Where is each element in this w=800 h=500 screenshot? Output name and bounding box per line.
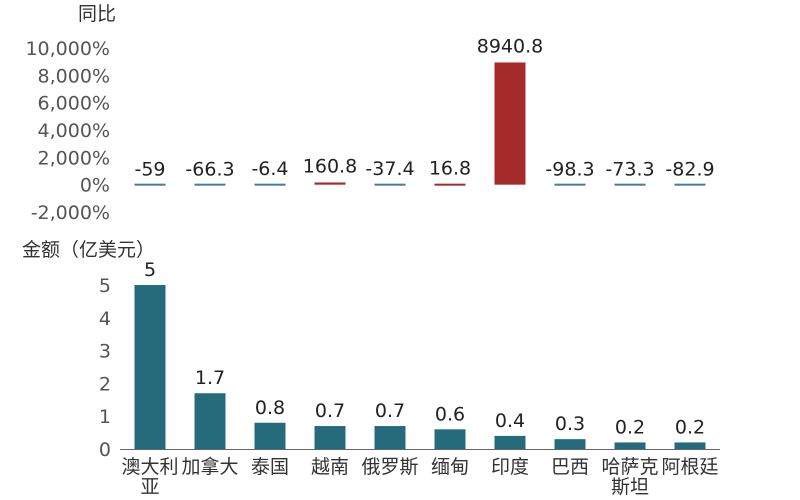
amount-data-label: 0.8 [255,397,285,419]
amount-data-label: 5 [144,259,156,281]
yoy-data-label: -66.3 [185,159,234,181]
yoy-y-tick-label: 0% [80,175,110,197]
amount-y-ticks: 5 4 3 2 1 0 [99,275,111,461]
amount-bar [314,426,346,449]
category-label: 俄罗斯 [361,456,418,478]
yoy-data-label: -98.3 [545,159,594,181]
amount-y-tick-label: 5 [99,275,111,297]
amount-bar [194,393,226,449]
amount-chart: 金额（亿美元） 5 4 3 2 1 0 5 1.7 0.8 0.7 0.7 0.6 0.4 0.3 0.2… [22,239,720,498]
yoy-axis-title: 同比 [78,3,116,25]
yoy-data-label: 8940.8 [477,35,543,57]
yoy-bar [254,183,286,186]
amount-bar [614,442,646,449]
yoy-data-label: -6.4 [251,158,288,180]
category-label: 斯坦 [611,476,649,498]
yoy-data-label: 16.8 [429,157,471,179]
category-label: 澳大利 [121,456,178,478]
yoy-y-tick-label: 10,000% [25,38,110,60]
yoy-y-ticks: 10,000% 8,000% 6,000% 4,000% 2,000% 0% -2,000% [25,38,110,224]
amount-y-tick-label: 4 [99,308,111,330]
yoy-data-labels: -59 -66.3 -6.4 160.8 -37.4 16.8 8940.8 -98.3 -73… [134,35,714,180]
amount-data-label: 1.7 [195,367,225,389]
category-label: 亚 [140,476,159,498]
yoy-data-label: -59 [134,158,165,180]
amount-bar [494,435,526,449]
yoy-bar [434,183,466,186]
amount-bar [554,439,586,449]
amount-data-labels: 5 1.7 0.8 0.7 0.7 0.6 0.4 0.3 0.2 0.2 [144,259,705,438]
amount-data-label: 0.3 [555,413,585,435]
yoy-data-label: 160.8 [303,155,357,177]
amount-y-tick-label: 2 [99,373,111,395]
amount-bar [434,429,466,449]
yoy-y-tick-label: 8,000% [38,65,110,87]
yoy-y-tick-label: -2,000% [31,202,110,224]
yoy-data-label: -73.3 [605,159,654,181]
category-label: 缅甸 [431,456,469,478]
yoy-data-label: -82.9 [665,159,714,181]
yoy-bar [134,183,166,186]
yoy-bar [674,183,706,186]
category-label: 泰国 [251,456,289,478]
yoy-bar [194,183,226,186]
yoy-bar [374,183,406,186]
amount-data-label: 0.2 [675,416,705,438]
yoy-y-tick-label: 4,000% [38,120,110,142]
amount-data-label: 0.4 [495,410,525,432]
yoy-bar [494,62,526,185]
amount-axis-title: 金额（亿美元） [22,239,155,261]
category-label: 哈萨克 [601,456,658,478]
category-label: 印度 [491,456,529,478]
amount-data-label: 0.7 [315,400,345,422]
amount-data-label: 0.7 [375,400,405,422]
yoy-y-tick-label: 2,000% [38,147,110,169]
yoy-bars [134,62,706,186]
yoy-bar [614,183,646,186]
yoy-y-tick-label: 6,000% [38,93,110,115]
amount-y-tick-label: 3 [99,341,111,363]
yoy-bar [554,183,586,186]
category-label: 巴西 [551,456,589,478]
category-label: 阿根廷 [661,456,718,478]
amount-data-label: 0.6 [435,403,465,425]
amount-bars [134,285,706,449]
amount-bar [374,426,406,449]
category-label: 越南 [311,456,349,478]
amount-bar [674,442,706,449]
amount-bar [134,285,166,449]
amount-bar [254,422,286,449]
yoy-bar [314,182,346,185]
yoy-chart: 同比 10,000% 8,000% 6,000% 4,000% 2,000% 0% -2,0… [25,3,714,224]
amount-data-label: 0.2 [615,416,645,438]
amount-y-tick-label: 0 [99,439,111,461]
category-label: 加拿大 [181,455,238,478]
yoy-data-label: -37.4 [365,158,414,180]
amount-y-tick-label: 1 [99,406,111,428]
